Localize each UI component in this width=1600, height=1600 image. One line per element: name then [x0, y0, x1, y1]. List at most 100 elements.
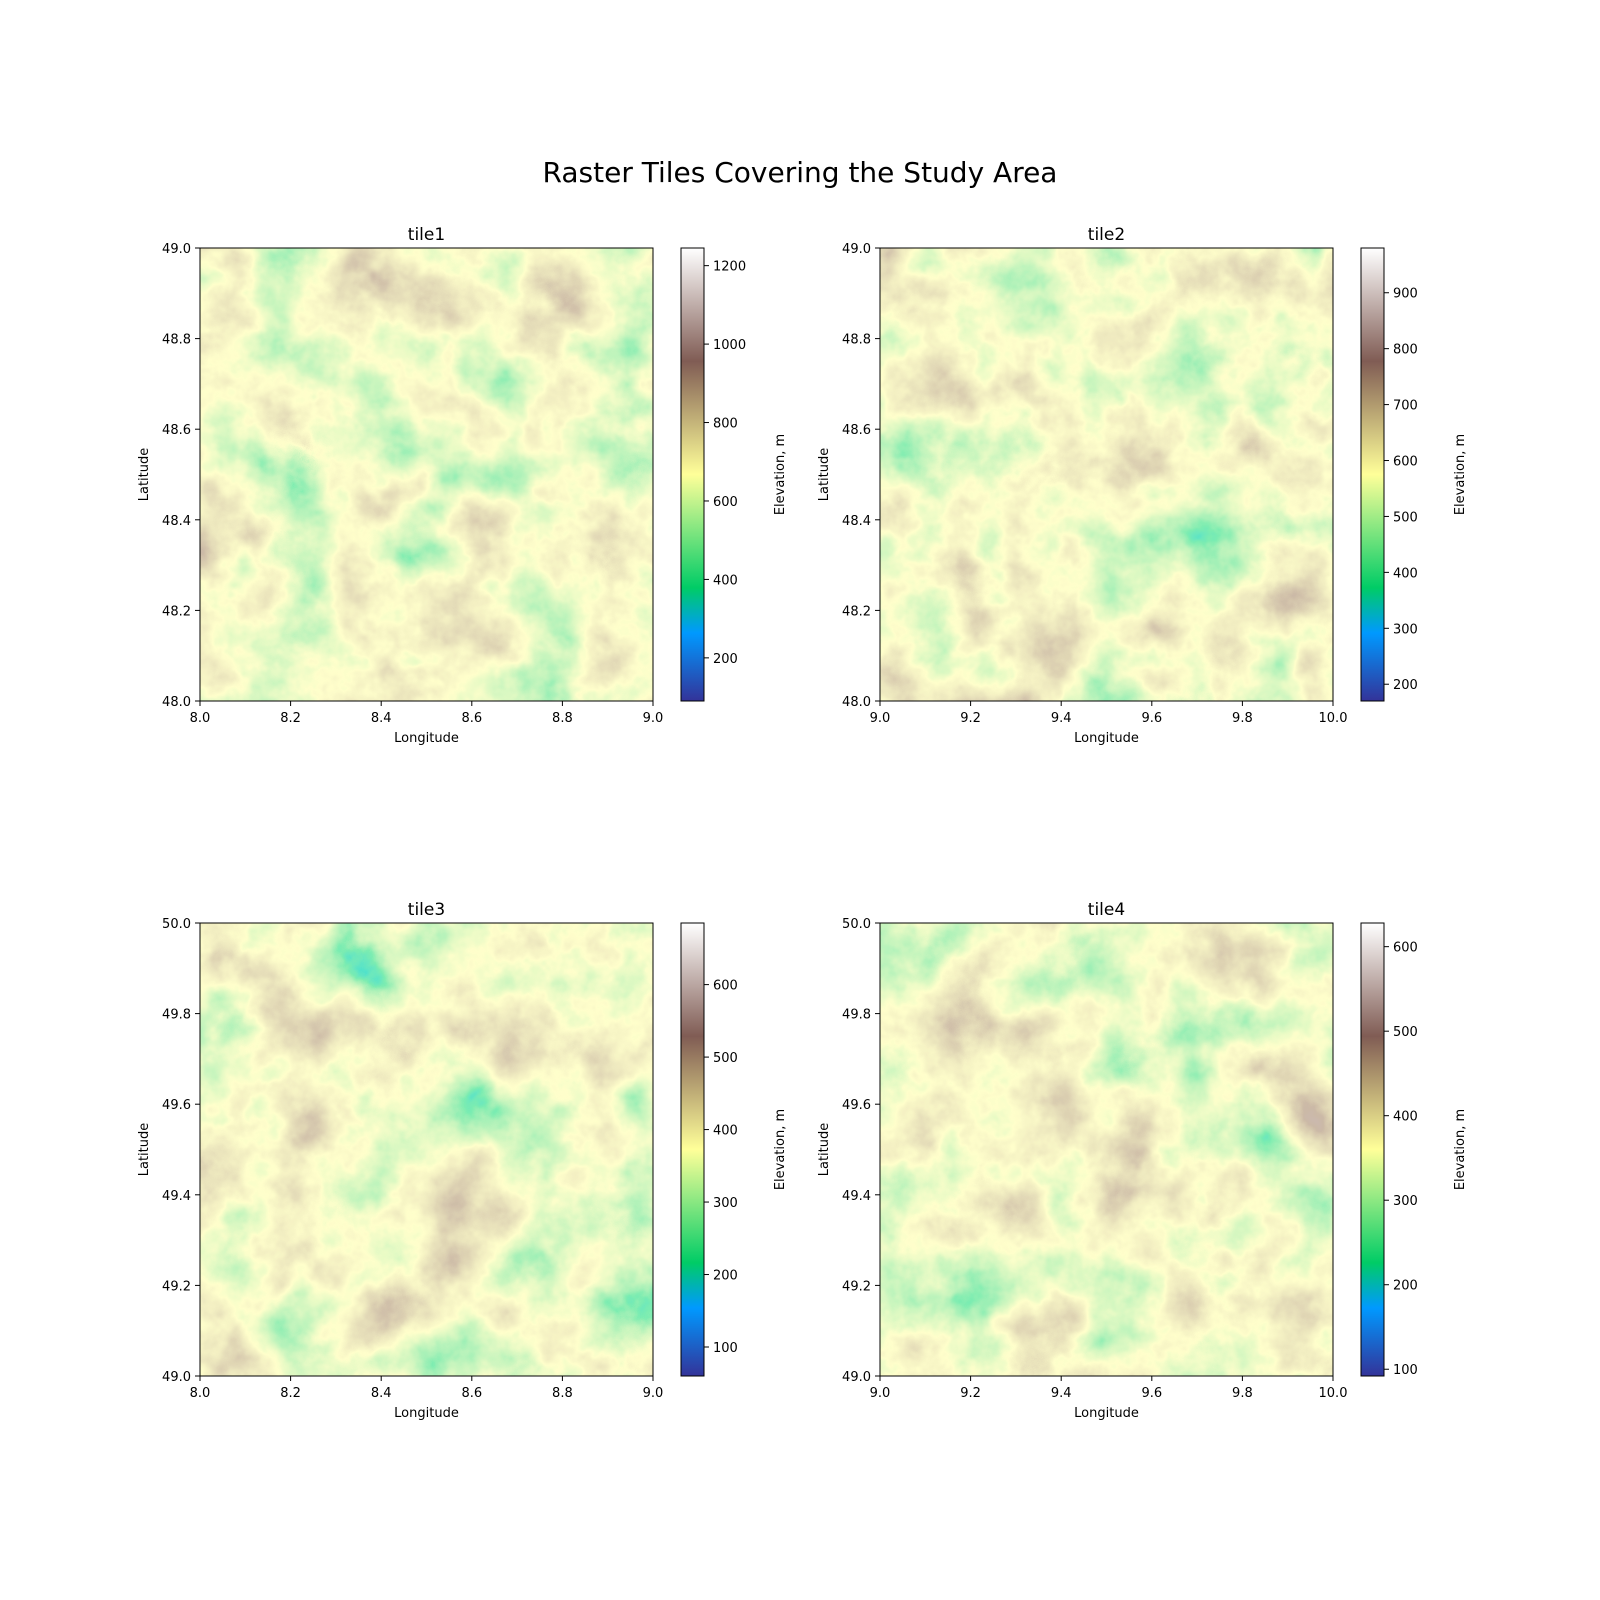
x-tick-label: 9.6 [1141, 711, 1162, 726]
y-tick-label: 49.4 [842, 1189, 871, 1204]
colorbar-tick-label: 100 [713, 1341, 738, 1356]
y-tick-label: 48.8 [162, 333, 191, 348]
y-tick-label: 48.0 [842, 695, 871, 710]
x-tick-label: 8.4 [371, 1386, 392, 1401]
y-tick-label: 48.4 [162, 514, 191, 529]
colorbar-tick-label: 700 [1393, 399, 1418, 414]
x-tick-label: 8.6 [461, 711, 482, 726]
panel-tile4: tile4 9.0 9.2 9.4 9.6 9.8 10.0 Longitude 49.0 49.… [817, 900, 1468, 1421]
colorbar-label: Elevation, m [773, 1109, 788, 1190]
colorbar-tick-label: 400 [1393, 566, 1418, 581]
y-tick-label: 48.2 [162, 604, 191, 619]
y-axis-label: Latitude [817, 1123, 832, 1177]
panel-tile3: tile3 8.0 8.2 8.4 8.6 8.8 9.0 Longitude 49.0 49.2… [137, 900, 788, 1421]
panel-tile1: tile1 8.0 8.2 8.4 8.6 8.8 9.0 Longitude 48.0 48.2… [137, 225, 788, 746]
x-tick-label: 8.4 [371, 711, 392, 726]
colorbar-tick-label: 600 [713, 495, 738, 510]
panel-tile2: tile2 9.0 9.2 9.4 9.6 9.8 10.0 Longitude 48.0 48.… [817, 225, 1468, 746]
colorbar-tick-label: 800 [713, 417, 738, 432]
colorbar-tick-label: 400 [1393, 1110, 1418, 1125]
x-tick-label: 9.2 [960, 711, 981, 726]
y-tick-label: 48.6 [842, 423, 871, 438]
axes-frame [879, 922, 1334, 1377]
y-tick-label: 49.2 [842, 1279, 871, 1294]
colorbar-tick-label: 100 [1393, 1363, 1418, 1378]
colorbar-tick-label: 300 [1393, 1194, 1418, 1209]
colorbar-tick-label: 200 [713, 1269, 738, 1284]
y-tick-label: 49.8 [162, 1008, 191, 1023]
x-tick-label: 9.0 [643, 1386, 664, 1401]
colorbar-tick-label: 400 [713, 1124, 738, 1139]
colorbar [680, 922, 705, 1377]
y-tick-label: 48.6 [162, 423, 191, 438]
y-axis-label: Latitude [137, 1123, 152, 1177]
colorbar [1360, 922, 1385, 1377]
y-tick-label: 49.0 [842, 1370, 871, 1385]
panel-title: tile3 [408, 900, 445, 920]
y-tick-label: 50.0 [842, 917, 871, 932]
panel-title: tile4 [1088, 900, 1125, 920]
x-tick-label: 8.2 [280, 1386, 301, 1401]
y-tick-label: 48.4 [842, 514, 871, 529]
y-tick-label: 48.2 [842, 604, 871, 619]
colorbar-tick-label: 300 [1393, 622, 1418, 637]
x-tick-label: 10.0 [1319, 1386, 1348, 1401]
colorbar-label: Elevation, m [773, 434, 788, 515]
y-axis-label: Latitude [817, 448, 832, 502]
colorbar-tick-label: 800 [1393, 343, 1418, 358]
axes-frame [199, 247, 654, 702]
x-tick-label: 9.8 [1232, 711, 1253, 726]
colorbar-label: Elevation, m [1453, 1109, 1468, 1190]
elevation-raster [200, 248, 653, 701]
x-tick-label: 9.2 [960, 1386, 981, 1401]
elevation-raster [880, 923, 1333, 1376]
figure-title: Raster Tiles Covering the Study Area [542, 156, 1058, 189]
colorbar-tick-label: 600 [1393, 941, 1418, 956]
colorbar-tick-label: 300 [713, 1196, 738, 1211]
x-tick-label: 9.4 [1051, 711, 1072, 726]
x-axis-label: Longitude [1074, 731, 1139, 746]
x-tick-label: 9.0 [870, 711, 891, 726]
y-tick-label: 49.4 [162, 1189, 191, 1204]
colorbar-tick-label: 900 [1393, 287, 1418, 302]
x-tick-label: 9.6 [1141, 1386, 1162, 1401]
x-tick-label: 8.0 [190, 1386, 211, 1401]
colorbar-tick-label: 400 [713, 573, 738, 588]
y-tick-label: 50.0 [162, 917, 191, 932]
colorbar-tick-label: 500 [1393, 1025, 1418, 1040]
y-tick-label: 49.6 [162, 1098, 191, 1113]
axes-frame [199, 922, 654, 1377]
colorbar-tick-label: 1200 [713, 260, 746, 275]
elevation-raster [880, 248, 1333, 701]
panel-title: tile1 [408, 225, 445, 245]
x-tick-label: 8.8 [552, 711, 573, 726]
x-tick-label: 8.6 [461, 1386, 482, 1401]
x-tick-label: 8.8 [552, 1386, 573, 1401]
y-tick-label: 49.8 [842, 1008, 871, 1023]
x-tick-label: 9.8 [1232, 1386, 1253, 1401]
x-axis-label: Longitude [394, 731, 459, 746]
panel-title: tile2 [1088, 225, 1125, 245]
x-axis-label: Longitude [394, 1406, 459, 1421]
x-tick-label: 8.0 [190, 711, 211, 726]
x-tick-label: 9.4 [1051, 1386, 1072, 1401]
y-axis-label: Latitude [137, 448, 152, 502]
axes-frame [879, 247, 1334, 702]
colorbar-tick-label: 600 [713, 979, 738, 994]
y-tick-label: 49.6 [842, 1098, 871, 1113]
y-tick-label: 49.0 [162, 242, 191, 257]
colorbar-label: Elevation, m [1453, 434, 1468, 515]
colorbar [1360, 247, 1385, 702]
x-tick-label: 8.2 [280, 711, 301, 726]
y-tick-label: 48.0 [162, 695, 191, 710]
colorbar-tick-label: 500 [713, 1051, 738, 1066]
y-tick-label: 49.0 [162, 1370, 191, 1385]
colorbar-tick-label: 1000 [713, 338, 746, 353]
x-tick-label: 9.0 [643, 711, 664, 726]
x-tick-label: 9.0 [870, 1386, 891, 1401]
y-tick-label: 48.8 [842, 333, 871, 348]
elevation-raster [200, 923, 653, 1376]
colorbar-tick-label: 200 [1393, 678, 1418, 693]
colorbar-tick-label: 600 [1393, 455, 1418, 470]
colorbar-tick-label: 200 [1393, 1279, 1418, 1294]
